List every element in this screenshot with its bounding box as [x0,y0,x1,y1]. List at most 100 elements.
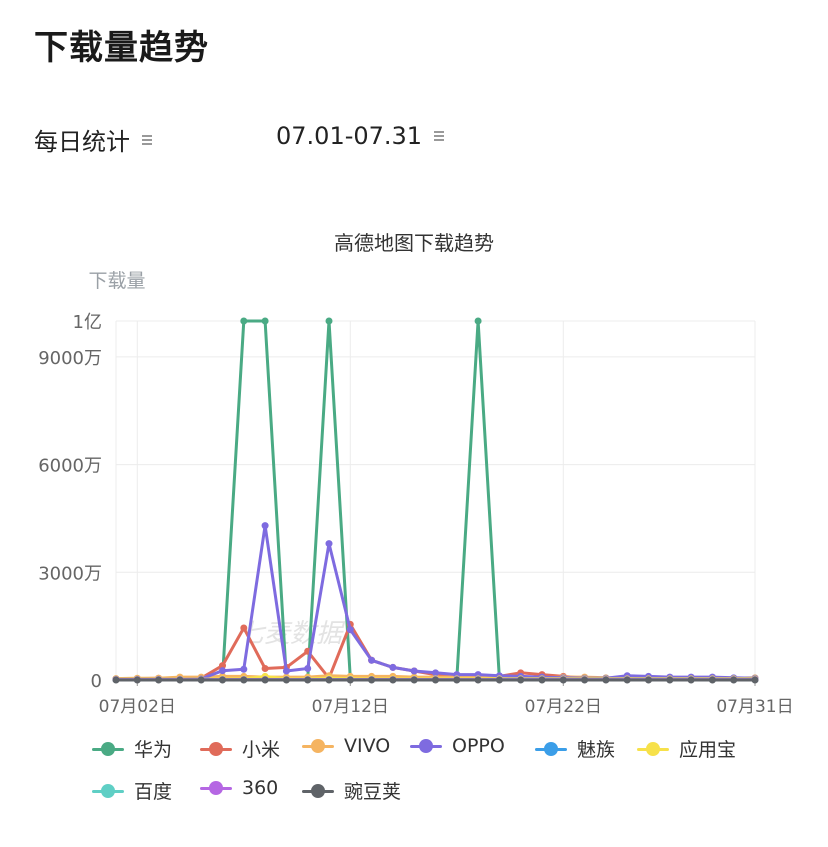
legend-marker-icon [637,741,669,756]
data-point [368,676,376,684]
data-point [197,676,205,684]
data-point [432,669,439,677]
data-point [282,667,290,675]
data-point [730,676,738,684]
grid [115,320,756,680]
y-tick-label: 3000万 [38,563,102,584]
y-axis-label: 下载量 [88,270,145,292]
data-point [538,676,546,684]
legend-label: 魅族 [577,739,616,761]
x-tick-label: 07月31日 [716,697,793,717]
y-tick-label: 9000万 [38,348,102,369]
date-range-label: 07.01-07.31 [276,122,423,150]
data-point [240,317,248,325]
legend-item[interactable]: 小米 [200,735,280,762]
data-point [453,676,461,684]
data-point [261,522,269,530]
x-tick-label: 07月22日 [525,697,602,717]
data-point [432,676,439,684]
legend-marker-icon [535,741,567,756]
data-point [282,676,290,684]
data-point [474,676,482,684]
legend-marker-icon [92,783,124,798]
series-line [116,524,756,681]
data-point [261,676,269,684]
data-point [304,676,312,684]
data-point [304,665,312,673]
data-point [219,667,226,675]
legend-item[interactable]: 应用宝 [637,735,736,762]
data-point [389,676,397,684]
data-point [240,624,248,632]
legend-item[interactable]: OPPO [410,735,505,757]
data-point [410,667,418,675]
data-point [581,676,589,684]
data-point [219,676,226,684]
data-point [155,676,163,684]
data-point [325,540,333,548]
data-point [559,676,567,684]
x-tick-label: 07月02日 [99,697,176,717]
data-point [240,676,248,684]
data-point [176,676,184,684]
y-tick-label: 1亿 [73,312,102,333]
y-tick-label: 6000万 [38,456,102,477]
legend-marker-icon [200,781,232,795]
data-point [133,676,141,684]
legend-label: VIVO [344,735,391,757]
legend-item[interactable]: 百度 [92,777,172,804]
data-point [368,656,376,664]
data-point [346,626,354,634]
legend-marker-icon [302,739,334,753]
axes: 0 3000万 6000万 9000万 1亿 07月02日 07月12日 07月22日 07月3… [38,312,793,717]
legend-item[interactable]: 360 [200,777,278,799]
legend-label: OPPO [452,735,505,757]
data-point [495,676,503,684]
series-1 [112,317,759,683]
data-point [687,676,695,684]
data-point [602,676,610,684]
page-title: 下载量趋势 [34,28,209,68]
chart-title: 高德地图下载趋势 [334,231,494,255]
data-point [410,676,418,684]
data-point [751,676,759,684]
data-point [623,676,631,684]
data-point [389,663,397,671]
legend-item[interactable]: 豌豆荚 [302,777,401,804]
legend-label: 360 [242,777,279,799]
legend-marker-icon [92,741,124,756]
data-point [517,676,525,684]
data-point [474,317,482,325]
legend-marker-icon [410,739,442,753]
legend-label: 应用宝 [679,739,737,761]
menu-icon [434,129,445,143]
data-point [112,676,120,684]
y-tick-label: 0 [91,671,102,692]
menu-icon [142,133,152,147]
date-range-filter[interactable]: 07.01-07.31 [276,122,445,150]
legend-item[interactable]: VIVO [302,735,390,757]
watermark: 七麦数据 [238,619,346,649]
legend-marker-icon [302,783,334,798]
legend-item[interactable]: 魅族 [535,735,615,762]
legend-label: 百度 [134,781,173,803]
legend-label: 小米 [242,739,281,761]
legend-marker-icon [200,741,232,756]
legend-label: 豌豆荚 [344,781,402,803]
series-9 [112,676,759,684]
download-trend-chart: 高德地图下载趋势 下载量 七麦数据 0 3000万 6000万 9000万 1亿 07月0… [38,231,793,717]
x-tick-label: 07月12日 [312,697,389,717]
data-point [666,676,674,684]
data-point [346,676,354,684]
data-point [261,665,269,673]
period-filter[interactable]: 每日统计 [34,122,152,157]
data-point [645,676,652,684]
data-point [261,317,269,325]
data-point [708,676,716,684]
data-point [219,662,226,670]
period-filter-label: 每日统计 [34,128,130,156]
series-4 [112,522,759,683]
series-line [116,319,755,681]
data-point [240,665,248,673]
legend-item[interactable]: 华为 [92,735,172,762]
